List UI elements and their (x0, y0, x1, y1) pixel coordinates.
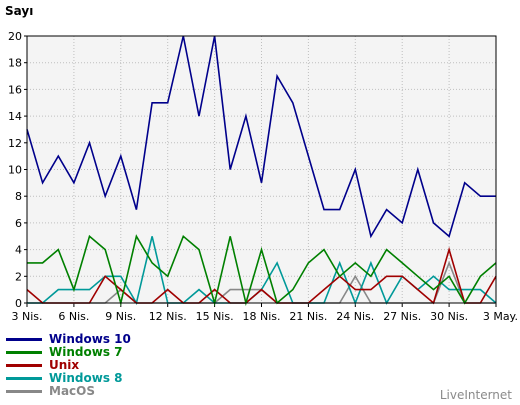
x-tick-label: 18 Nis. (242, 310, 280, 323)
y-tick-label: 6 (15, 217, 22, 230)
x-tick-label: 12 Nis. (149, 310, 187, 323)
x-tick-label: 6 Nis. (58, 310, 89, 323)
legend-swatch (6, 390, 42, 393)
y-tick-label: 16 (8, 83, 22, 96)
y-tick-label: 10 (8, 164, 22, 177)
y-tick-label: 20 (8, 30, 22, 43)
x-tick-label: 3 Nis. (11, 310, 42, 323)
series-line-unix (26, 246, 497, 305)
y-axis-label: Sayı (5, 4, 34, 18)
legend-item: Unix (6, 359, 131, 372)
legend-label: MacOS (49, 384, 95, 398)
legend-item: Windows 7 (6, 346, 131, 359)
x-tick-label: 24 Nis. (336, 310, 374, 323)
legend-label: Windows 7 (49, 345, 123, 359)
y-tick-label: 14 (8, 110, 22, 123)
x-tick-label: 27 Nis. (383, 310, 421, 323)
legend-swatch (6, 377, 42, 380)
x-tick-label: 9 Nis. (105, 310, 136, 323)
line-chart: 0 2 4 6 8 10 12 14 16 18 20 3 Nis. 6 Nis. 9 Nis. 12 N… (8, 30, 518, 323)
legend-swatch (6, 351, 42, 354)
y-tick-label: 18 (8, 57, 22, 70)
x-tick-label: 30 Nis. (430, 310, 468, 323)
series-line-windows-10 (26, 35, 496, 239)
y-tick-label: 12 (8, 137, 22, 150)
x-tick-label: 21 Nis. (289, 310, 327, 323)
legend: Windows 10 Windows 7 Unix Windows 8 MacOS (6, 333, 131, 398)
series-line-windows-7 (27, 234, 497, 307)
series-lines (26, 35, 497, 307)
x-tick-labels: 3 Nis. 6 Nis. 9 Nis. 12 Nis. 15 Nis. 18 Nis. 2… (11, 310, 518, 323)
legend-label: Unix (49, 358, 80, 372)
legend-item: Windows 10 (6, 333, 131, 346)
watermark: LiveInternet (439, 388, 512, 402)
legend-label: Windows 10 (49, 332, 131, 346)
x-tick-label: 3 May. (483, 310, 518, 323)
x-tick-label: 15 Nis. (196, 310, 234, 323)
y-tick-label: 4 (15, 244, 22, 257)
y-tick-labels: 0 2 4 6 8 10 12 14 16 18 20 (8, 30, 22, 310)
legend-label: Windows 8 (49, 371, 123, 385)
y-tick-label: 8 (15, 190, 22, 203)
y-tick-label: 0 (15, 297, 22, 310)
legend-swatch (6, 364, 42, 367)
plot-frame (26, 35, 497, 304)
legend-item: MacOS (6, 385, 131, 398)
legend-swatch (6, 338, 42, 341)
legend-item: Windows 8 (6, 372, 131, 385)
y-tick-label: 2 (15, 270, 22, 283)
